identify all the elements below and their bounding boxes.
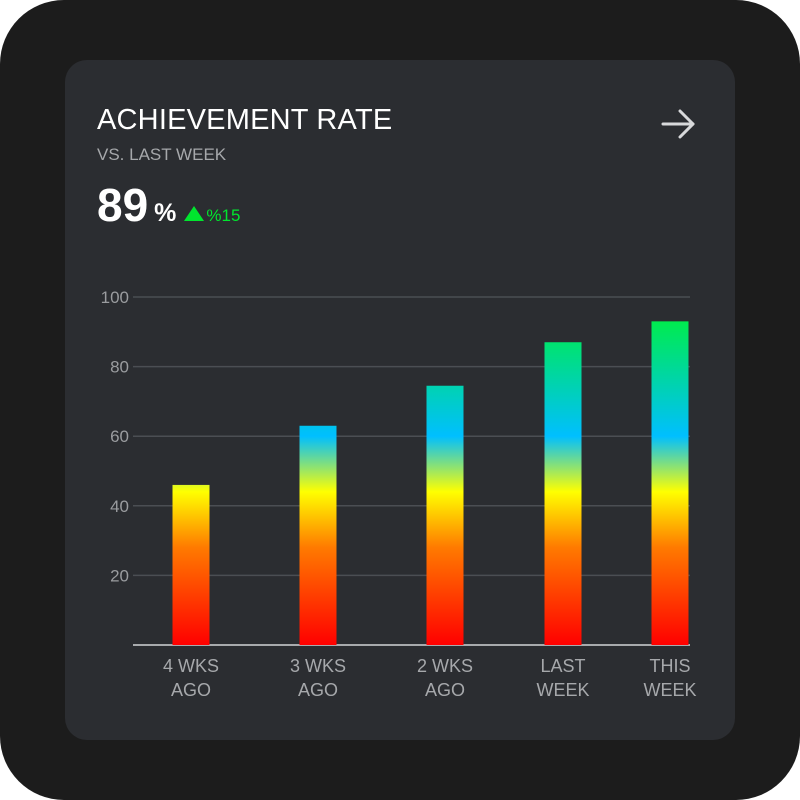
x-tick-label: WEEK: [643, 680, 696, 700]
y-tick-label: 100: [101, 288, 129, 307]
bar: [544, 342, 582, 645]
x-tick-label: WEEK: [536, 680, 589, 700]
y-tick-label: 20: [110, 566, 129, 585]
rate-value: 89: [97, 179, 149, 231]
y-tick-label: 80: [110, 358, 129, 377]
y-tick-label: 40: [110, 497, 129, 516]
bar: [651, 321, 689, 645]
x-tick-label: LAST: [540, 656, 585, 676]
triangle-up-icon: [184, 206, 205, 221]
x-tick-label: THIS: [649, 656, 690, 676]
x-tick-label: AGO: [171, 680, 211, 700]
x-tick-label: 3 WKS: [290, 656, 346, 676]
x-tick-label: 4 WKS: [163, 656, 219, 676]
card-title: ACHIEVEMENT RATE: [97, 104, 393, 136]
x-tick-label: 2 WKS: [417, 656, 473, 676]
x-tick-label: AGO: [298, 680, 338, 700]
delta-indicator: %15: [184, 206, 240, 226]
arrow-right-icon[interactable]: [659, 104, 699, 144]
bar: [299, 425, 337, 645]
y-tick-label: 60: [110, 427, 129, 446]
x-tick-label: AGO: [425, 680, 465, 700]
delta-text: %15: [206, 206, 241, 225]
bar: [426, 385, 464, 645]
rate-unit: %: [154, 199, 177, 227]
rate-summary: 89 % %15: [97, 178, 240, 232]
bar: [172, 484, 210, 645]
card-subtitle: VS. LAST WEEK: [97, 145, 227, 164]
